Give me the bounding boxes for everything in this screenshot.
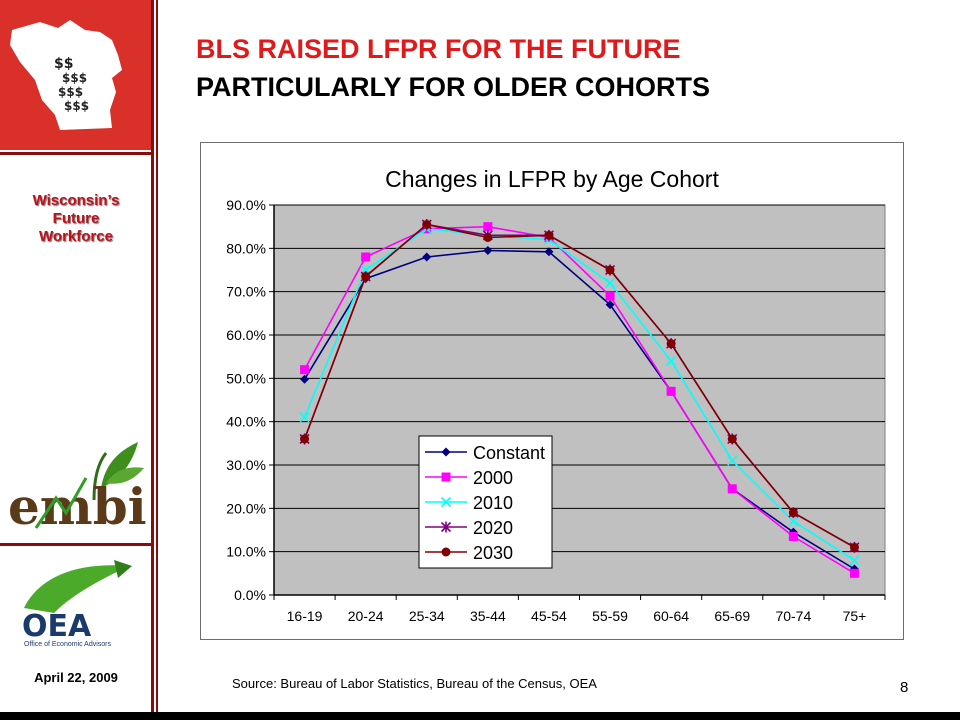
data-point-2030 xyxy=(605,265,615,275)
data-point-2030 xyxy=(361,272,371,281)
y-tick-label: 70.0% xyxy=(226,284,266,300)
x-tick-label: 70-74 xyxy=(775,608,811,624)
x-tick-label: 55-59 xyxy=(592,608,628,624)
data-point-2030 xyxy=(788,508,798,518)
y-tick-label: 40.0% xyxy=(226,414,266,430)
y-tick-label: 0.0% xyxy=(234,587,266,603)
svg-text:$$$: $$$ xyxy=(58,85,83,99)
data-point-2010 xyxy=(788,516,799,527)
legend-label: 2030 xyxy=(473,543,513,563)
series-line-2010 xyxy=(303,228,855,562)
lfpr-line-chart: Changes in LFPR by Age Cohort 0.0% 10.0% 20… xyxy=(226,166,886,624)
plot-area xyxy=(273,204,886,596)
embi-logo-text: embi xyxy=(8,477,146,536)
slide-title-line-1: BLS RAISED LFPR FOR THE FUTURE xyxy=(196,34,681,64)
legend-marker xyxy=(440,521,452,533)
x-tick-label: 60-64 xyxy=(653,608,689,624)
brand-text: Wisconsin’s Future Workforce xyxy=(0,192,152,246)
page-number: 8 xyxy=(900,679,909,696)
data-point-2000 xyxy=(849,568,859,578)
sidebar-divider xyxy=(0,152,152,155)
bottom-bar xyxy=(0,712,960,720)
sidebar-border xyxy=(151,0,154,720)
x-tick-label: 75+ xyxy=(843,608,867,624)
legend-marker xyxy=(440,496,452,508)
x-tick-label: 65-69 xyxy=(714,608,750,624)
oea-logo: OEA Office of Economic Advisors xyxy=(22,560,132,648)
oea-logo-text: OEA xyxy=(22,609,92,644)
oea-logo-subtext: Office of Economic Advisors xyxy=(24,641,112,648)
data-point-2000 xyxy=(483,222,493,232)
data-point-2000 xyxy=(666,386,676,396)
brand-line-2: Future xyxy=(52,210,100,227)
brand-line-3: Workforce xyxy=(39,228,113,245)
data-point-Constant xyxy=(605,300,615,310)
sidebar-divider-2 xyxy=(0,543,152,546)
data-point-2010 xyxy=(849,555,860,566)
data-point-Constant xyxy=(544,247,554,257)
embi-logo: embi xyxy=(6,438,146,538)
series-line-2030 xyxy=(303,223,855,549)
svg-text:$$$: $$$ xyxy=(64,99,89,113)
legend-label: 2000 xyxy=(473,468,513,488)
data-point-2030 xyxy=(849,542,859,552)
series-line-Constant xyxy=(303,249,855,570)
data-point-Constant xyxy=(300,374,310,384)
y-tick-label: 20.0% xyxy=(226,500,266,516)
data-point-2010 xyxy=(666,355,677,367)
x-tick-label: 25-34 xyxy=(409,608,445,624)
y-tick-label: 30.0% xyxy=(226,457,266,473)
data-point-2030 xyxy=(727,434,737,444)
brand-line-1: Wisconsin’s xyxy=(32,192,120,209)
y-tick-label: 80.0% xyxy=(226,240,266,256)
y-tick-label: 10.0% xyxy=(226,544,266,560)
data-point-2010 xyxy=(299,412,310,423)
data-point-2000 xyxy=(788,532,798,541)
data-point-2030 xyxy=(300,434,310,444)
slide-title-line-2: PARTICULARLY FOR OLDER COHORTS xyxy=(196,72,711,102)
data-point-2030 xyxy=(483,233,493,242)
y-tick-label: 60.0% xyxy=(226,327,266,343)
y-tick-label: 50.0% xyxy=(226,370,266,386)
x-tick-label: 35-44 xyxy=(470,608,506,624)
legend-label: Constant xyxy=(473,443,545,463)
data-point-2030 xyxy=(422,220,432,229)
data-point-2030 xyxy=(544,230,554,240)
wisconsin-map-logo: $$ $$$ $$$ $$$ xyxy=(0,0,152,150)
sidebar: $$ $$$ $$$ $$$ Wisconsin’s Future Workfo… xyxy=(0,0,158,720)
y-tick-label: 90.0% xyxy=(226,197,266,213)
data-point-Constant xyxy=(483,246,493,255)
legend-marker xyxy=(441,447,451,457)
sidebar-border-inner xyxy=(156,0,158,720)
chart-title: Changes in LFPR by Age Cohort xyxy=(385,166,719,192)
chart-container: Changes in LFPR by Age Cohort 0.0% 10.0% 20… xyxy=(200,142,904,640)
x-tick-label: 45-54 xyxy=(531,608,567,624)
x-tick-label: 16-19 xyxy=(287,608,323,624)
legend-marker xyxy=(441,472,451,482)
legend-label: 2010 xyxy=(473,493,513,513)
legend-label: 2020 xyxy=(473,518,513,538)
data-point-2030 xyxy=(666,339,676,349)
svg-text:$$$: $$$ xyxy=(62,71,87,85)
source-note: Source: Bureau of Labor Statistics, Bure… xyxy=(232,676,597,691)
data-point-2010 xyxy=(727,455,738,466)
data-point-2000 xyxy=(361,252,371,262)
data-point-2010 xyxy=(604,277,616,289)
x-tick-label: 20-24 xyxy=(348,608,384,624)
data-point-2000 xyxy=(605,291,615,301)
data-point-2000 xyxy=(727,484,737,494)
data-point-Constant xyxy=(422,252,432,262)
data-point-2000 xyxy=(300,365,310,375)
svg-text:$$: $$ xyxy=(54,56,73,72)
presentation-date: April 22, 2009 xyxy=(34,670,118,685)
legend-marker xyxy=(441,547,451,557)
series-line-2000 xyxy=(303,225,855,575)
